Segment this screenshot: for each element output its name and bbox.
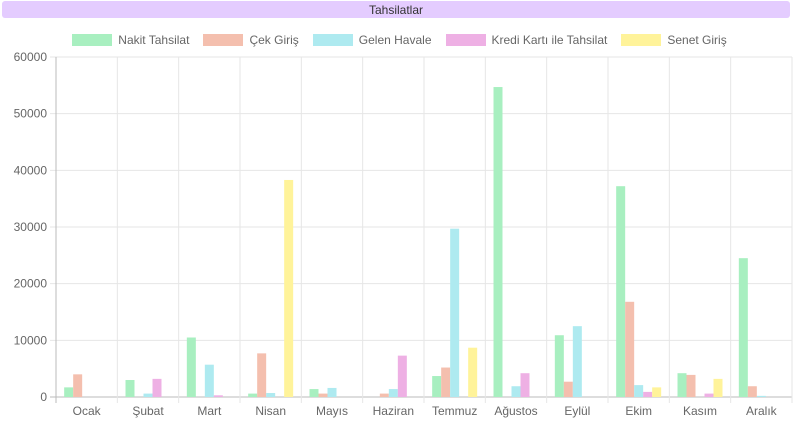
bar[interactable]: [432, 376, 442, 397]
legend-item[interactable]: Senet Giriş: [621, 33, 727, 47]
bar[interactable]: [204, 364, 214, 397]
legend-swatch: [445, 34, 486, 46]
bar[interactable]: [625, 301, 635, 397]
bar[interactable]: [309, 389, 319, 397]
y-tick-label: 40000: [14, 163, 48, 177]
bar[interactable]: [125, 380, 135, 397]
legend-swatch: [621, 34, 662, 46]
bar[interactable]: [248, 393, 258, 397]
bar[interactable]: [493, 87, 503, 398]
bar[interactable]: [64, 387, 74, 397]
x-tick-label: Kasım: [683, 404, 717, 418]
bar[interactable]: [756, 395, 766, 397]
x-tick-label: Mayıs: [316, 404, 348, 418]
legend-swatch: [203, 34, 244, 46]
legend-swatch: [312, 34, 353, 46]
legend-item[interactable]: Çek Giriş: [203, 33, 299, 47]
bar[interactable]: [520, 373, 530, 397]
bar[interactable]: [186, 337, 196, 398]
y-tick-label: 10000: [14, 333, 48, 347]
y-tick-label: 30000: [14, 220, 48, 234]
x-tick-label: Aralık: [746, 404, 778, 418]
bar[interactable]: [388, 389, 398, 397]
bar[interactable]: [284, 179, 294, 397]
x-tick-label: Şubat: [132, 404, 164, 418]
bar[interactable]: [441, 367, 451, 397]
x-tick-label: Eylül: [564, 404, 590, 418]
x-tick-label: Mart: [197, 404, 222, 418]
legend-label: Nakit Tahsilat: [118, 33, 190, 47]
x-tick-label: Haziran: [373, 404, 414, 418]
bar[interactable]: [152, 378, 162, 397]
bar[interactable]: [318, 393, 328, 397]
bar[interactable]: [257, 353, 267, 397]
bar[interactable]: [686, 374, 696, 397]
bar[interactable]: [713, 378, 723, 397]
bar[interactable]: [677, 373, 687, 397]
bar[interactable]: [397, 355, 407, 397]
bar[interactable]: [616, 186, 626, 397]
legend-label: Çek Giriş: [249, 33, 299, 47]
y-tick-label: 0: [40, 390, 47, 404]
bar[interactable]: [213, 395, 223, 397]
bar[interactable]: [468, 347, 478, 397]
legend-label: Kredi Kartı ile Tahsilat: [491, 33, 608, 47]
bar[interactable]: [554, 335, 564, 397]
x-tick-label: Ekim: [625, 404, 652, 418]
bar[interactable]: [143, 393, 153, 397]
bar[interactable]: [379, 393, 389, 397]
x-tick-label: Nisan: [255, 404, 286, 418]
y-tick-label: 50000: [14, 107, 48, 121]
bar[interactable]: [450, 228, 460, 397]
legend-item[interactable]: Kredi Kartı ile Tahsilat: [445, 33, 608, 47]
legend-item[interactable]: Nakit Tahsilat: [72, 33, 189, 47]
chart-title-bar: Tahsilatlar: [2, 1, 790, 18]
bar[interactable]: [327, 387, 337, 397]
legend-swatch: [72, 34, 113, 46]
legend-label: Gelen Havale: [358, 33, 432, 47]
bar[interactable]: [652, 387, 662, 397]
bar[interactable]: [634, 385, 644, 397]
x-tick-label: Ocak: [73, 404, 102, 418]
bar[interactable]: [73, 374, 83, 397]
bar[interactable]: [572, 326, 582, 397]
bar[interactable]: [747, 386, 757, 397]
bar[interactable]: [704, 393, 714, 397]
chart-title: Tahsilatlar: [368, 2, 424, 17]
bar[interactable]: [643, 391, 653, 397]
y-tick-label: 60000: [14, 50, 48, 64]
y-tick-label: 20000: [14, 277, 48, 291]
legend-label: Senet Giriş: [667, 33, 727, 47]
x-tick-label: Ağustos: [494, 404, 537, 418]
chart-legend: Nakit Tahsilat Çek Giriş Gelen Havale Kredi…: [0, 31, 799, 49]
x-tick-label: Temmuz: [432, 404, 477, 418]
bar[interactable]: [511, 386, 521, 397]
bar[interactable]: [563, 381, 573, 397]
bar[interactable]: [738, 258, 748, 397]
legend-item[interactable]: Gelen Havale: [312, 33, 432, 47]
bar[interactable]: [266, 393, 276, 397]
